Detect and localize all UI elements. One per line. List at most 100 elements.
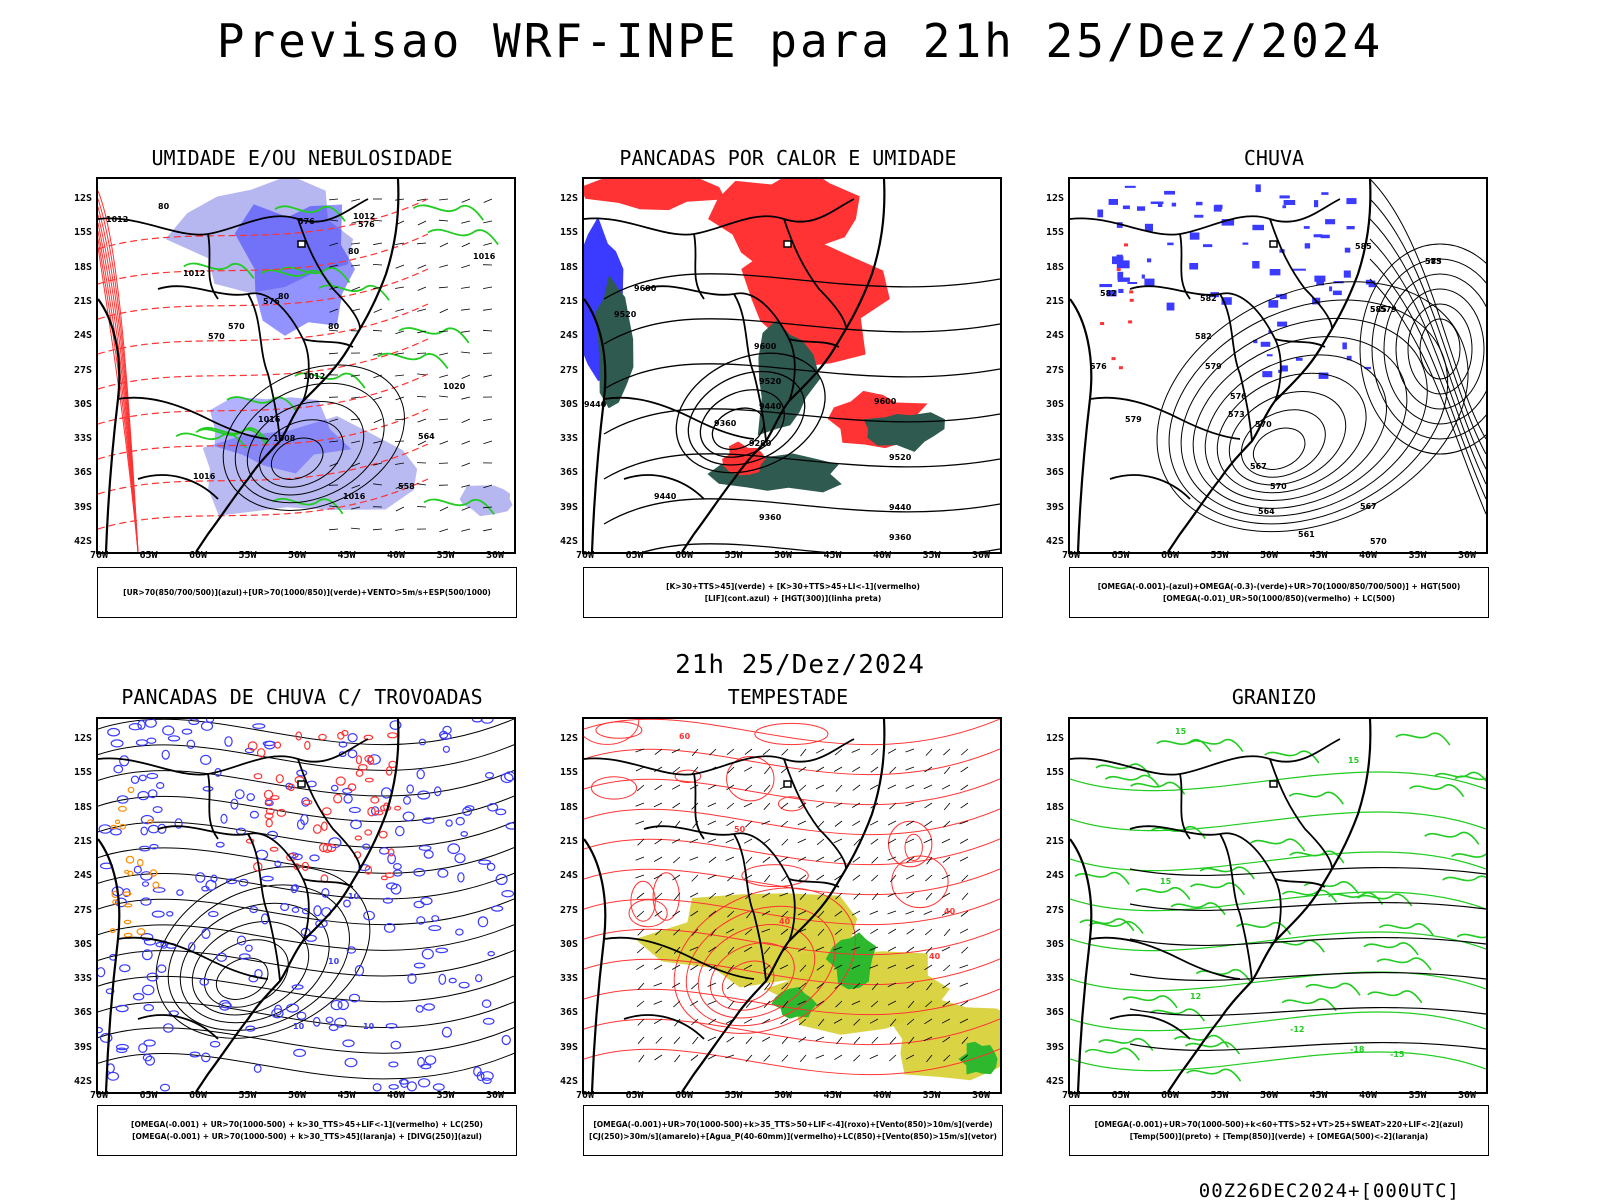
contour-label: 567 xyxy=(1250,462,1267,471)
rain-cell xyxy=(1194,215,1203,218)
divg250-contour xyxy=(331,1001,342,1010)
wind-vector xyxy=(440,441,448,444)
lat-tick-label: 42S xyxy=(550,1076,578,1087)
water-vapour-contour xyxy=(629,900,667,927)
wind-vector xyxy=(418,419,426,422)
wind850-vector xyxy=(925,929,932,935)
wind850-vector xyxy=(708,1001,716,1005)
contour-label: -15 xyxy=(1390,1050,1405,1059)
contour-label: 40 xyxy=(944,907,956,916)
wind850-vector xyxy=(960,983,968,986)
divg250-contour xyxy=(147,774,158,779)
wind850-vector xyxy=(798,839,806,843)
lat-tick-label: 21S xyxy=(64,836,92,847)
wind-vector xyxy=(373,529,382,530)
rain-cell xyxy=(1256,184,1261,192)
contour-label: 9600 xyxy=(874,397,897,406)
wind850-vector xyxy=(674,1037,680,1044)
wind850-vector xyxy=(942,785,950,789)
country-border xyxy=(1180,234,1190,299)
country-border xyxy=(584,739,854,775)
legend-tempestade: [OMEGA(-0.001)+UR>70(1000-500)+k>35_TTS>… xyxy=(583,1105,1003,1156)
wind850-vector xyxy=(745,749,752,755)
wind850-vector xyxy=(925,803,933,808)
lake xyxy=(298,241,305,247)
wind850-vector xyxy=(780,857,788,862)
wind850-vector xyxy=(673,1001,680,1007)
contour-label: 1012 xyxy=(106,215,128,224)
temp850-contour xyxy=(1157,740,1211,752)
wind-vector xyxy=(395,375,404,376)
wind850-vector xyxy=(834,839,842,843)
lat-tick-label: 30S xyxy=(1036,939,1064,950)
wind850-vector xyxy=(834,857,842,862)
wind850-vector xyxy=(727,803,734,809)
lon-tick-label: 45W xyxy=(1304,550,1334,561)
wind-vector xyxy=(374,419,382,423)
divg250-contour xyxy=(344,795,352,803)
contour-label: 9360 xyxy=(889,533,912,542)
lon-tick-label: 50W xyxy=(768,550,798,561)
wind-vector xyxy=(329,529,338,530)
wind-vector xyxy=(395,331,404,334)
convective-area xyxy=(364,735,372,739)
wind850-vector xyxy=(690,893,698,897)
divg250-contour xyxy=(314,906,321,916)
wind850-vector xyxy=(852,803,860,808)
divg250-contour xyxy=(419,846,431,851)
lat-tick-label: 27S xyxy=(1036,905,1064,916)
lat-tick-label: 42S xyxy=(550,536,578,547)
wind-vector xyxy=(417,309,426,311)
lat-tick-label: 30S xyxy=(64,399,92,410)
divg250-contour xyxy=(216,842,224,847)
lon-tick-label: 60W xyxy=(183,1090,213,1101)
rain-cell xyxy=(1252,225,1264,230)
contour-label: 570 xyxy=(1270,482,1287,491)
divg250-contour xyxy=(117,1048,127,1052)
wind-vector xyxy=(483,419,492,421)
humidity-area xyxy=(460,486,513,517)
wind850-vector xyxy=(799,785,806,791)
divg250-contour xyxy=(209,912,218,917)
green-humidity-contour xyxy=(378,354,448,369)
temp850-contour xyxy=(1089,922,1143,934)
wind-vector xyxy=(373,330,382,331)
rain-cell xyxy=(1127,282,1137,284)
wind850-vector xyxy=(960,929,968,933)
divg250-contour xyxy=(237,936,245,945)
contour-label: 10 xyxy=(348,892,360,901)
wind-vector xyxy=(351,419,360,420)
wind850-vector xyxy=(907,947,914,952)
lake xyxy=(784,781,791,787)
contour-label: 9440 xyxy=(654,492,677,501)
divg250-contour xyxy=(417,770,424,779)
page-title: Previsao WRF-INPE para 21h 25/Dez/2024 xyxy=(0,14,1600,68)
lat-tick-label: 24S xyxy=(64,330,92,341)
contour-label: 579 xyxy=(1125,415,1142,424)
wind-vector xyxy=(417,243,426,244)
lat-tick-label: 39S xyxy=(1036,1042,1064,1053)
wind850-vector xyxy=(816,1055,824,1058)
country-border xyxy=(1275,879,1325,887)
country-border xyxy=(303,339,353,347)
wind850-vector xyxy=(816,1037,824,1041)
convective-area xyxy=(389,849,394,856)
convective-area xyxy=(356,756,361,764)
panel-3-title: CHUVA xyxy=(1064,146,1484,170)
wind850-vector xyxy=(944,803,950,810)
contour-label: 1016 xyxy=(193,472,216,481)
convective-area xyxy=(336,777,345,785)
wind850-vector xyxy=(726,857,734,861)
lon-tick-label: 70W xyxy=(1056,1090,1086,1101)
wind-vector xyxy=(417,374,426,375)
lon-tick-label: 60W xyxy=(669,550,699,561)
contour-label: 1016 xyxy=(258,415,281,424)
contour-label: 50 xyxy=(734,825,746,834)
wind850-vector xyxy=(961,803,968,808)
lat-tick-label: 36S xyxy=(550,1007,578,1018)
divg250-contour xyxy=(246,1026,255,1031)
lat-tick-label: 12S xyxy=(550,193,578,204)
convective-area-laranja xyxy=(138,860,143,866)
legend-line: [Temp(500)](preto) + [Temp(850)](verde) … xyxy=(1130,1131,1428,1143)
